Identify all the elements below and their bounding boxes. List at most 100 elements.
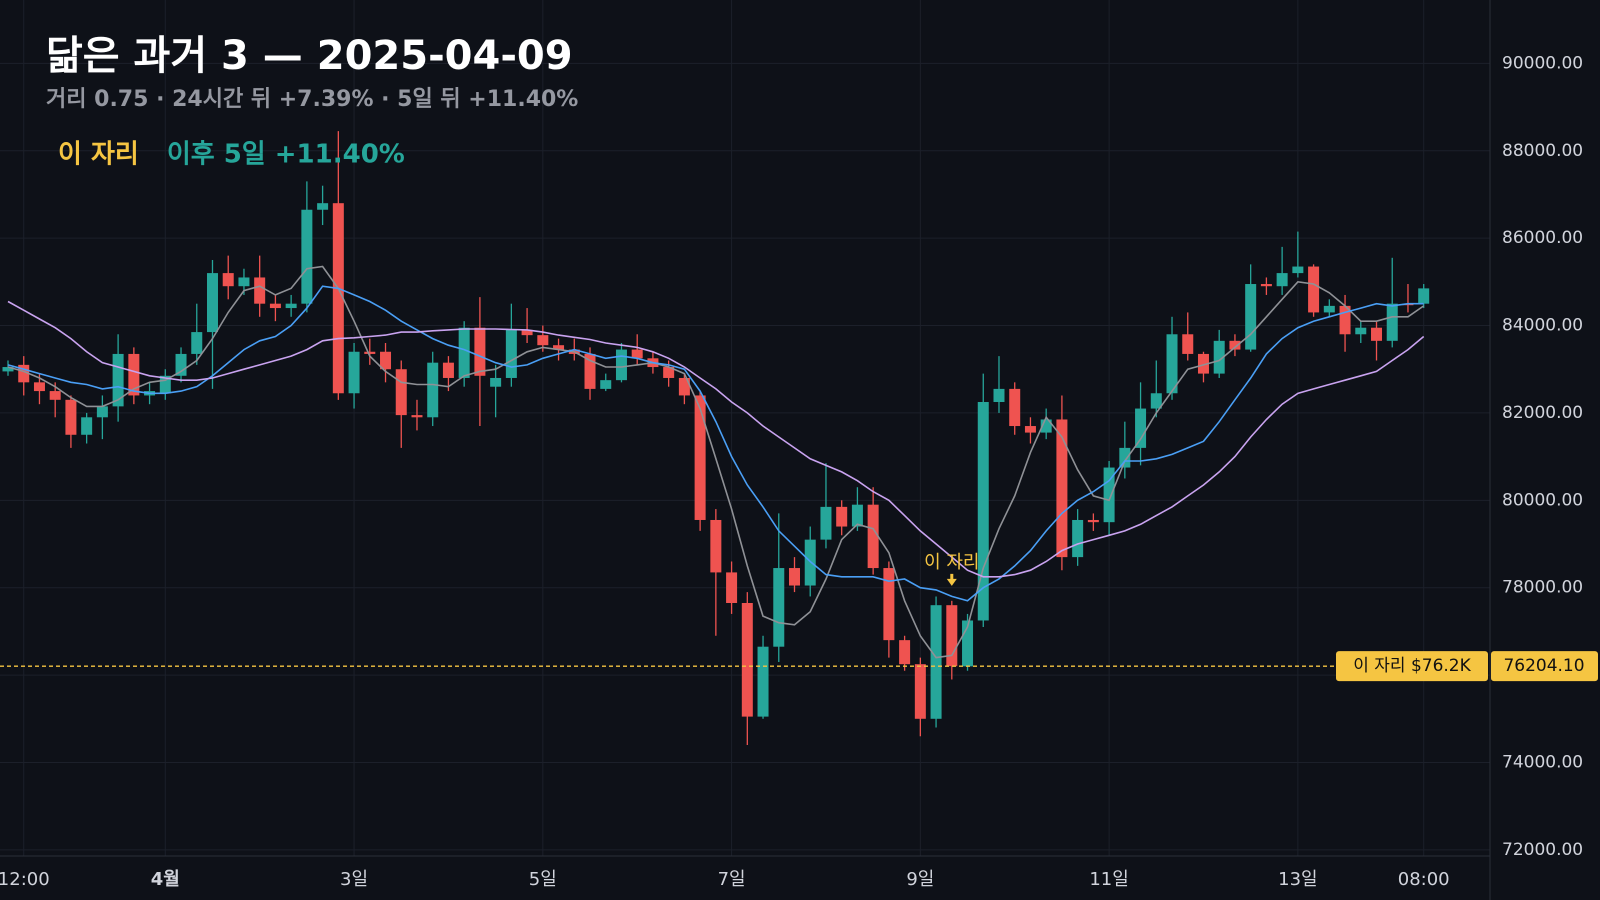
y-tick-label: 80000.00 [1502, 490, 1583, 510]
candle-body [663, 367, 675, 378]
y-tick-label: 86000.00 [1502, 228, 1583, 248]
y-tick-label: 84000.00 [1502, 316, 1583, 336]
candle-body [789, 568, 800, 586]
x-tick-label: 12:00 [0, 869, 50, 890]
candle-body [1040, 419, 1052, 433]
y-tick-label: 72000.00 [1502, 840, 1583, 860]
candle-body [490, 377, 502, 387]
plot [2, 131, 1430, 746]
candle-body [600, 380, 612, 389]
ma-line [7, 285, 1424, 602]
candle-body [615, 349, 627, 381]
candle-body [836, 506, 848, 527]
ma-line [7, 300, 1425, 578]
candle-body [1292, 266, 1304, 274]
candle-body [18, 364, 30, 383]
candle-body [505, 329, 517, 378]
candle-body [411, 415, 423, 418]
candle-body [521, 329, 533, 336]
candle-body [285, 303, 297, 309]
candle-body [883, 568, 895, 641]
candle-body [81, 417, 93, 435]
y-tick-label: 78000.00 [1502, 578, 1583, 598]
legend-text: 이 자리 [58, 140, 139, 170]
candle-body [537, 335, 549, 346]
x-tick-label: 08:00 [1398, 869, 1450, 890]
candle-body [2, 367, 14, 372]
x-tick-label: 5일 [529, 869, 557, 890]
candle-body [1213, 340, 1225, 374]
candle-body [820, 506, 832, 540]
candle-body [1024, 426, 1036, 433]
candle-body [96, 406, 108, 418]
x-tick-label: 11일 [1089, 869, 1128, 890]
candle-body [442, 362, 454, 378]
candle-body [914, 664, 926, 719]
candle-body [1308, 266, 1320, 313]
annotation: 이 자리 [924, 552, 979, 573]
candle-body [1119, 447, 1131, 468]
candle-body [553, 345, 565, 350]
ma-line [7, 265, 1425, 659]
y-tick-label: 82000.00 [1502, 403, 1583, 423]
candle-body [1229, 340, 1241, 350]
chart-subtitle: 거리 0.75 · 24시간 뒤 +7.39% · 5일 뒤 +11.40% [46, 87, 578, 112]
candle-body [332, 203, 344, 394]
grid [0, 0, 1490, 856]
candle-body [1087, 519, 1099, 523]
y-tick-label: 88000.00 [1502, 141, 1583, 161]
candle-body [977, 402, 989, 621]
candle-body [238, 277, 250, 287]
candle-body [128, 353, 140, 396]
candle-body [726, 572, 738, 604]
candle-body [1072, 519, 1084, 558]
candle-body [112, 353, 124, 407]
candle-body [867, 504, 879, 569]
candle-body [851, 504, 863, 527]
candle-body [694, 395, 706, 520]
candle-body [899, 640, 911, 665]
candle-body [1009, 388, 1021, 427]
candle-body [33, 382, 45, 392]
candle-body [1418, 288, 1430, 304]
candle-body [1182, 334, 1194, 354]
y-tick-label: 74000.00 [1502, 752, 1583, 772]
candle-body [1056, 419, 1068, 558]
candle-body [1135, 408, 1147, 448]
candle-body [946, 605, 958, 667]
candle-body [710, 519, 722, 573]
candle-body [474, 327, 486, 376]
candle-body [678, 377, 690, 396]
marker-tag: 이 자리 $76.2K [1353, 656, 1471, 676]
annotation-arrow [946, 573, 957, 586]
candle-body [1260, 284, 1272, 287]
candle-body [1197, 353, 1209, 374]
overlay: 72000.0074000.0076000.0078000.0080000.00… [0, 53, 1598, 890]
candle-body [49, 391, 61, 400]
y-tick-label: 90000.00 [1502, 53, 1583, 73]
x-tick-label: 3일 [340, 869, 368, 890]
candle-body [804, 539, 816, 586]
candle-body [631, 349, 643, 359]
candle-body [191, 332, 203, 354]
candle-body [1386, 303, 1398, 341]
x-tick-label: 13일 [1278, 869, 1317, 890]
candle-body [395, 369, 407, 416]
candle-body [773, 568, 785, 647]
candle-body [757, 646, 769, 717]
candle-body [427, 362, 439, 418]
candle-body [993, 388, 1005, 403]
candle-body [269, 303, 281, 309]
candle-body [380, 351, 392, 370]
price-tag: 76204.10 [1503, 656, 1584, 676]
candle-body [1339, 305, 1351, 335]
marker-tag-box [1336, 651, 1488, 682]
candle-body [1371, 327, 1383, 341]
candle-body [1245, 284, 1257, 350]
x-tick-label: 7일 [718, 869, 746, 890]
x-tick-label: 4월 [151, 869, 180, 890]
candle-body [1103, 467, 1115, 523]
